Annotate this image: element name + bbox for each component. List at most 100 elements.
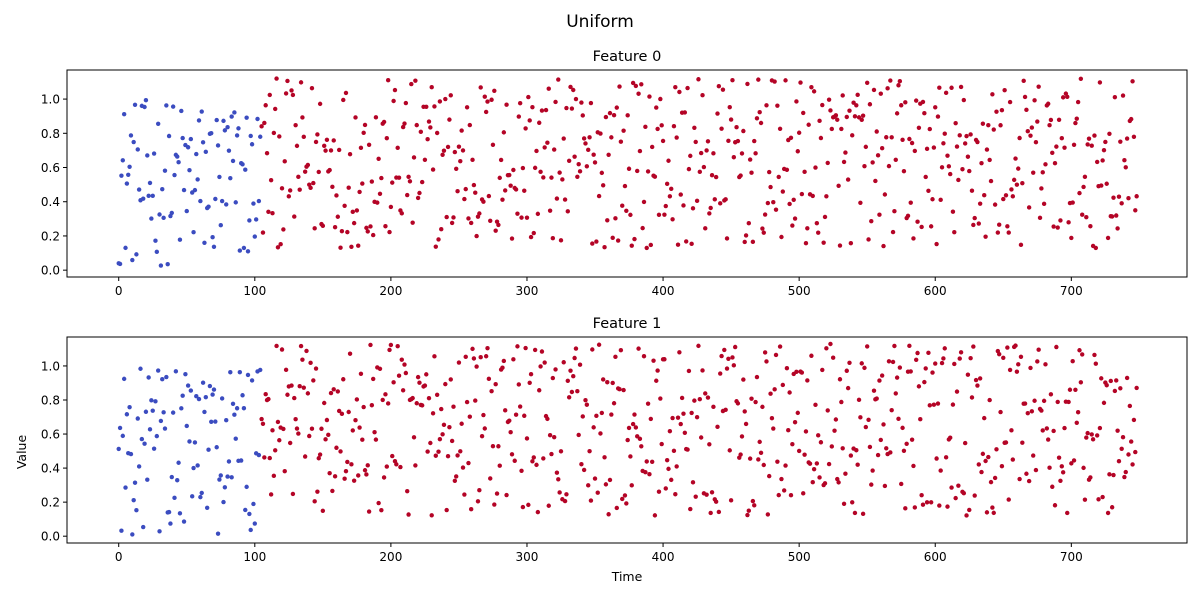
data-point <box>694 198 700 204</box>
data-point <box>614 505 619 511</box>
data-point <box>166 133 172 139</box>
data-point <box>625 113 630 118</box>
data-point <box>1094 159 1100 165</box>
data-point <box>175 154 180 159</box>
data-point <box>413 78 418 83</box>
data-point <box>1006 497 1011 502</box>
data-point <box>999 108 1005 113</box>
data-point <box>900 137 905 142</box>
data-point <box>799 370 805 375</box>
data-point <box>1060 470 1066 475</box>
data-point <box>221 118 226 124</box>
data-point <box>316 169 321 175</box>
data-point <box>155 368 161 373</box>
data-point <box>292 214 297 219</box>
data-point <box>376 500 381 506</box>
data-point <box>824 194 829 199</box>
data-point <box>1090 437 1096 442</box>
data-point <box>886 359 892 364</box>
data-point <box>541 175 546 180</box>
data-point <box>179 406 184 411</box>
data-point <box>433 244 438 249</box>
data-point <box>1022 94 1028 100</box>
data-point <box>417 190 422 196</box>
data-point <box>226 148 232 153</box>
data-point <box>1069 235 1074 241</box>
data-point <box>372 429 377 435</box>
data-point <box>754 116 760 121</box>
data-point <box>443 381 448 387</box>
data-point <box>379 175 384 181</box>
data-point <box>805 226 810 231</box>
data-point <box>188 388 194 393</box>
data-point <box>211 387 217 392</box>
data-point <box>551 147 557 152</box>
data-point <box>1033 140 1039 145</box>
data-point <box>546 503 551 508</box>
data-point <box>569 106 575 111</box>
data-point <box>610 235 615 241</box>
data-point <box>814 220 820 226</box>
data-point <box>330 488 335 494</box>
data-point <box>641 199 647 205</box>
data-point <box>350 209 355 215</box>
data-point <box>884 446 889 451</box>
data-point <box>468 507 474 512</box>
data-point <box>478 354 483 360</box>
data-point <box>1056 117 1062 123</box>
data-point <box>916 384 922 389</box>
data-point <box>501 130 507 135</box>
data-point <box>896 83 901 88</box>
data-point <box>892 343 897 349</box>
data-point <box>293 122 298 128</box>
data-point <box>345 229 350 235</box>
data-point <box>962 440 968 446</box>
data-point <box>617 386 622 392</box>
data-point <box>816 433 821 438</box>
data-point <box>268 492 274 497</box>
data-point <box>415 374 421 380</box>
data-point <box>478 85 483 90</box>
data-point <box>233 200 238 205</box>
x-tick-label: 0 <box>115 284 123 298</box>
data-point <box>283 91 289 96</box>
data-point <box>541 456 546 461</box>
data-point <box>656 212 662 217</box>
data-point <box>530 459 535 464</box>
data-point <box>618 347 624 353</box>
data-point <box>445 453 451 459</box>
data-point <box>878 437 883 443</box>
data-point <box>210 235 215 240</box>
data-point <box>373 115 379 120</box>
data-point <box>467 414 473 419</box>
x-axis-label: Time <box>611 569 643 584</box>
data-point <box>262 120 267 126</box>
data-point <box>656 489 662 494</box>
data-point <box>248 527 253 533</box>
data-point <box>190 494 195 499</box>
data-point <box>605 380 610 385</box>
data-point <box>705 395 711 400</box>
x-tick-label: 500 <box>788 284 811 298</box>
data-point <box>356 473 361 478</box>
data-point <box>1100 494 1105 500</box>
data-point <box>844 114 849 120</box>
data-point <box>950 402 956 407</box>
data-point <box>199 109 204 114</box>
data-point <box>278 242 283 247</box>
data-point <box>571 374 576 379</box>
data-point <box>298 343 304 349</box>
data-point <box>602 245 607 250</box>
data-point <box>685 85 690 91</box>
data-point <box>422 157 428 162</box>
data-point <box>990 505 995 510</box>
data-point <box>166 509 172 515</box>
data-point <box>747 157 753 162</box>
data-point <box>998 123 1003 128</box>
data-point <box>965 154 971 159</box>
data-point <box>882 483 888 489</box>
data-point <box>517 100 523 106</box>
data-point <box>990 92 995 97</box>
data-point <box>170 104 176 109</box>
data-point <box>434 392 440 397</box>
